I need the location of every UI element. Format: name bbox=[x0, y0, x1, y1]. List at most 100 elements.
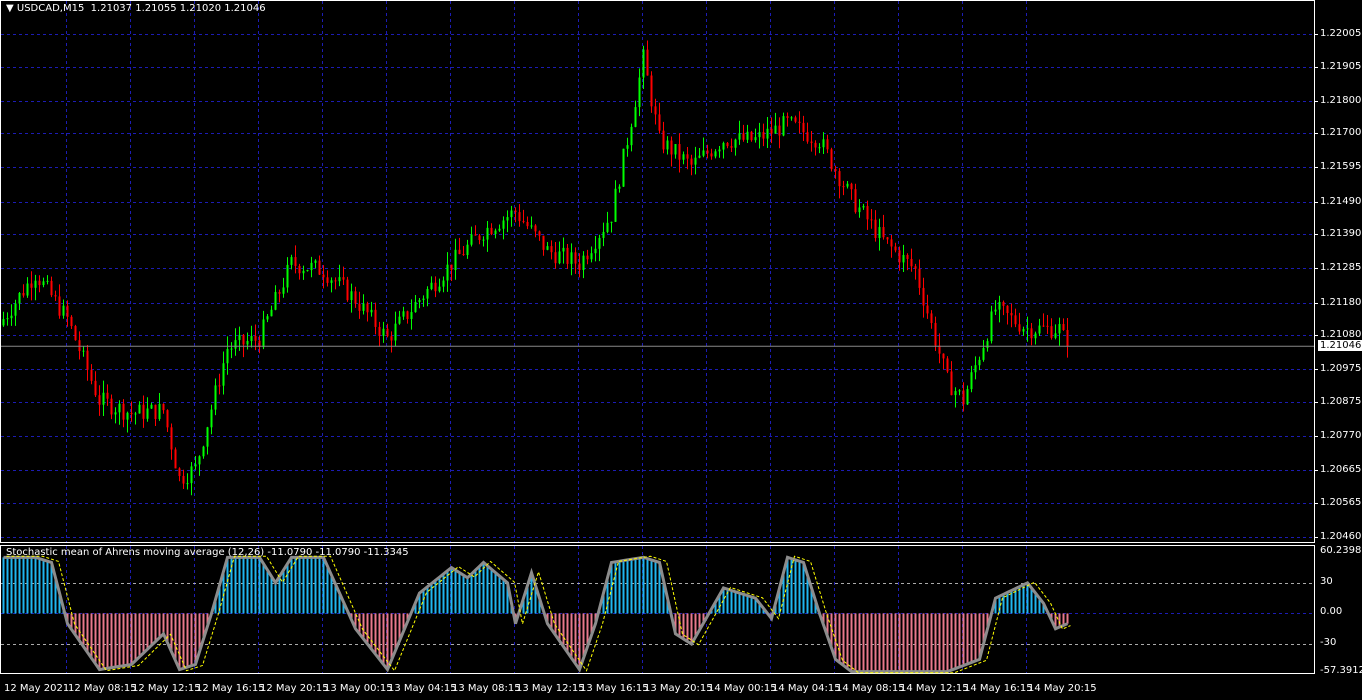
bear-candle bbox=[922, 287, 925, 306]
bull-candle bbox=[1058, 324, 1061, 334]
bull-candle bbox=[10, 315, 13, 319]
indicator-panel-border bbox=[0, 545, 1315, 674]
time-tick-label: 12 May 16:15 bbox=[196, 683, 265, 694]
bear-candle bbox=[586, 255, 589, 260]
bull-candle bbox=[198, 456, 201, 465]
bull-candle bbox=[382, 328, 385, 336]
time-tick-label: 14 May 12:15 bbox=[900, 683, 969, 694]
bear-candle bbox=[354, 291, 357, 304]
bear-candle bbox=[54, 295, 57, 297]
bear-candle bbox=[690, 158, 693, 165]
indicator-tick-label: -57.3912 bbox=[1320, 665, 1362, 676]
bear-candle bbox=[806, 132, 809, 142]
bull-candle bbox=[290, 257, 293, 265]
bear-candle bbox=[1042, 325, 1045, 327]
bull-candle bbox=[446, 264, 449, 281]
bull-candle bbox=[134, 413, 137, 415]
bull-candle bbox=[206, 427, 209, 447]
bull-candle bbox=[530, 225, 533, 227]
bull-candle bbox=[62, 305, 65, 316]
bull-candle bbox=[246, 340, 249, 345]
bear-candle bbox=[554, 252, 557, 264]
bull-candle bbox=[482, 239, 485, 241]
bull-candle bbox=[702, 150, 705, 156]
bull-candle bbox=[622, 148, 625, 187]
bear-candle bbox=[178, 468, 181, 476]
bull-candle bbox=[370, 309, 373, 313]
bull-candle bbox=[982, 348, 985, 360]
bull-candle bbox=[558, 251, 561, 264]
bull-candle bbox=[114, 412, 117, 415]
bull-candle bbox=[590, 253, 593, 260]
price-tick-label: 1.21390 bbox=[1320, 227, 1362, 239]
price-tick-label: 1.21905 bbox=[1320, 60, 1362, 72]
bull-candle bbox=[430, 282, 433, 290]
bull-candle bbox=[310, 262, 313, 271]
bear-candle bbox=[890, 239, 893, 247]
bear-candle bbox=[526, 221, 529, 227]
time-tick-label: 12 May 08:15 bbox=[68, 683, 137, 694]
bear-candle bbox=[70, 316, 73, 327]
bear-candle bbox=[522, 221, 525, 223]
bull-candle bbox=[754, 137, 757, 141]
bull-candle bbox=[454, 249, 457, 271]
bear-candle bbox=[458, 249, 461, 255]
bull-candle bbox=[954, 391, 957, 396]
bull-candle bbox=[274, 291, 277, 310]
bull-candle bbox=[426, 289, 429, 299]
bear-candle bbox=[926, 305, 929, 314]
bear-candle bbox=[662, 130, 665, 150]
bull-candle bbox=[338, 277, 341, 282]
time-tick-label: 14 May 20:15 bbox=[1028, 683, 1097, 694]
bull-candle bbox=[642, 49, 645, 78]
bear-candle bbox=[358, 303, 361, 311]
bear-candle bbox=[742, 133, 745, 140]
bull-candle bbox=[266, 316, 269, 320]
bear-candle bbox=[38, 280, 41, 286]
bull-candle bbox=[226, 348, 229, 364]
price-tick-label: 1.21490 bbox=[1320, 195, 1362, 207]
bear-candle bbox=[30, 283, 33, 288]
chart-title: ▼ USDCAD,M15 1.21037 1.21055 1.21020 1.2… bbox=[6, 3, 266, 14]
bear-candle bbox=[162, 403, 165, 411]
bull-candle bbox=[118, 403, 121, 413]
bull-candle bbox=[638, 77, 641, 108]
bull-candle bbox=[990, 311, 993, 342]
bull-candle bbox=[82, 350, 85, 352]
bear-candle bbox=[946, 358, 949, 372]
bear-candle bbox=[130, 412, 133, 415]
bear-candle bbox=[1066, 330, 1069, 347]
bear-candle bbox=[1018, 324, 1021, 332]
bear-candle bbox=[578, 263, 581, 270]
bull-candle bbox=[146, 408, 149, 419]
bear-candle bbox=[294, 257, 297, 266]
time-tick-label: 14 May 04:15 bbox=[772, 683, 841, 694]
time-tick-label: 14 May 16:15 bbox=[964, 683, 1033, 694]
triangle-down-icon[interactable]: ▼ bbox=[6, 3, 14, 14]
bull-candle bbox=[674, 144, 677, 155]
bull-candle bbox=[758, 132, 761, 138]
bear-candle bbox=[1046, 325, 1049, 327]
bull-candle bbox=[606, 222, 609, 232]
bear-candle bbox=[1002, 301, 1005, 306]
bull-candle bbox=[138, 404, 141, 414]
bear-candle bbox=[74, 326, 77, 341]
bull-candle bbox=[958, 390, 961, 392]
bull-candle bbox=[1054, 333, 1057, 338]
bull-candle bbox=[270, 309, 273, 317]
bull-candle bbox=[602, 231, 605, 238]
bull-candle bbox=[594, 248, 597, 254]
bear-candle bbox=[1050, 326, 1053, 338]
bear-candle bbox=[750, 131, 753, 141]
bear-candle bbox=[406, 311, 409, 319]
bear-candle bbox=[906, 254, 909, 259]
bull-candle bbox=[782, 116, 785, 136]
bear-candle bbox=[882, 227, 885, 238]
bull-candle bbox=[862, 206, 865, 208]
bull-candle bbox=[222, 363, 225, 386]
price-tick-label: 1.20665 bbox=[1320, 463, 1362, 475]
price-tick-label: 1.20565 bbox=[1320, 496, 1362, 508]
bear-candle bbox=[298, 265, 301, 274]
bull-candle bbox=[150, 404, 153, 409]
